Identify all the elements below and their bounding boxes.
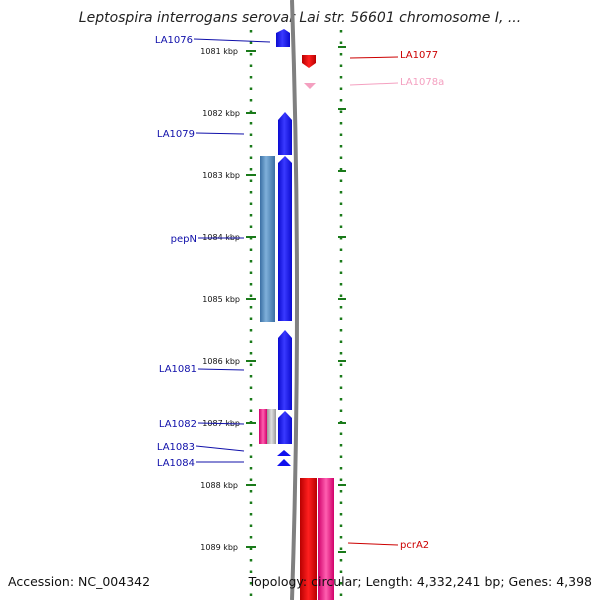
gene-labels-left: LA1076 LA1079 pepN LA1081 LA1082 LA1083 … (155, 35, 197, 469)
cds-feature-pepn[interactable] (260, 156, 275, 322)
gene-label-la1083[interactable]: LA1083 (157, 442, 195, 453)
scale-label: 1082 kbp (202, 109, 240, 118)
gene-feature-la1084[interactable] (277, 459, 291, 466)
scale-ticks-left (246, 50, 256, 548)
scale-label: 1089 kbp (200, 543, 238, 552)
gene-label-la1084[interactable]: LA1084 (157, 458, 195, 469)
scale-label: 1086 kbp (202, 357, 240, 366)
gene-label-la1077[interactable]: LA1077 (400, 50, 438, 61)
gene-label-la1078a[interactable]: LA1078a (400, 77, 444, 88)
scale-label: 1083 kbp (202, 171, 240, 180)
gene-feature-la1076[interactable] (276, 29, 290, 47)
gene-feature-pcra2[interactable] (300, 478, 317, 600)
gene-feature-la1078a[interactable] (304, 83, 316, 89)
gene-label-pcra2[interactable]: pcrA2 (400, 540, 429, 551)
gene-feature-la1083[interactable] (277, 450, 291, 456)
accession-text: Accession: NC_004342 (8, 574, 151, 589)
gene-label-la1081[interactable]: LA1081 (159, 364, 197, 375)
gene-feature-la1079[interactable] (278, 112, 292, 155)
scale-label: 1088 kbp (200, 481, 238, 490)
topology-text: Topology: circular; Length: 4,332,241 bp… (248, 574, 592, 589)
chromosome-backbone (290, 0, 299, 600)
leader-line-la1078a (349, 82, 399, 86)
gene-feature-pepn-gene[interactable] (278, 156, 292, 321)
map-title: Leptospira interrogans serovar Lai str. … (78, 10, 522, 26)
scale-labels: 1081 kbp 1082 kbp 1083 kbp 1084 kbp 1085… (200, 47, 240, 552)
gene-label-la1079[interactable]: LA1079 (157, 129, 195, 140)
gene-label-la1082[interactable]: LA1082 (159, 419, 197, 430)
leader-line-la1077 (349, 56, 399, 59)
gene-labels-right: LA1077 LA1078a pcrA2 (400, 50, 444, 551)
scale-label: 1085 kbp (202, 295, 240, 304)
gene-feature-la1077[interactable] (302, 55, 316, 68)
gene-feature-la1081[interactable] (278, 330, 292, 410)
scale-label: 1081 kbp (200, 47, 238, 56)
gene-label-pepn[interactable]: pepN (171, 234, 197, 245)
leader-line-pcra2 (347, 542, 399, 546)
cds-feature-la1082-pink[interactable] (259, 409, 267, 444)
cds-feature-la1082-gray[interactable] (267, 409, 276, 444)
cds-feature-pcra2[interactable] (318, 478, 334, 600)
leader-lines-left (193, 38, 271, 463)
gene-feature-la1082[interactable] (278, 411, 292, 444)
scale-ticks-right (338, 46, 346, 553)
gene-label-la1076[interactable]: LA1076 (155, 35, 193, 46)
